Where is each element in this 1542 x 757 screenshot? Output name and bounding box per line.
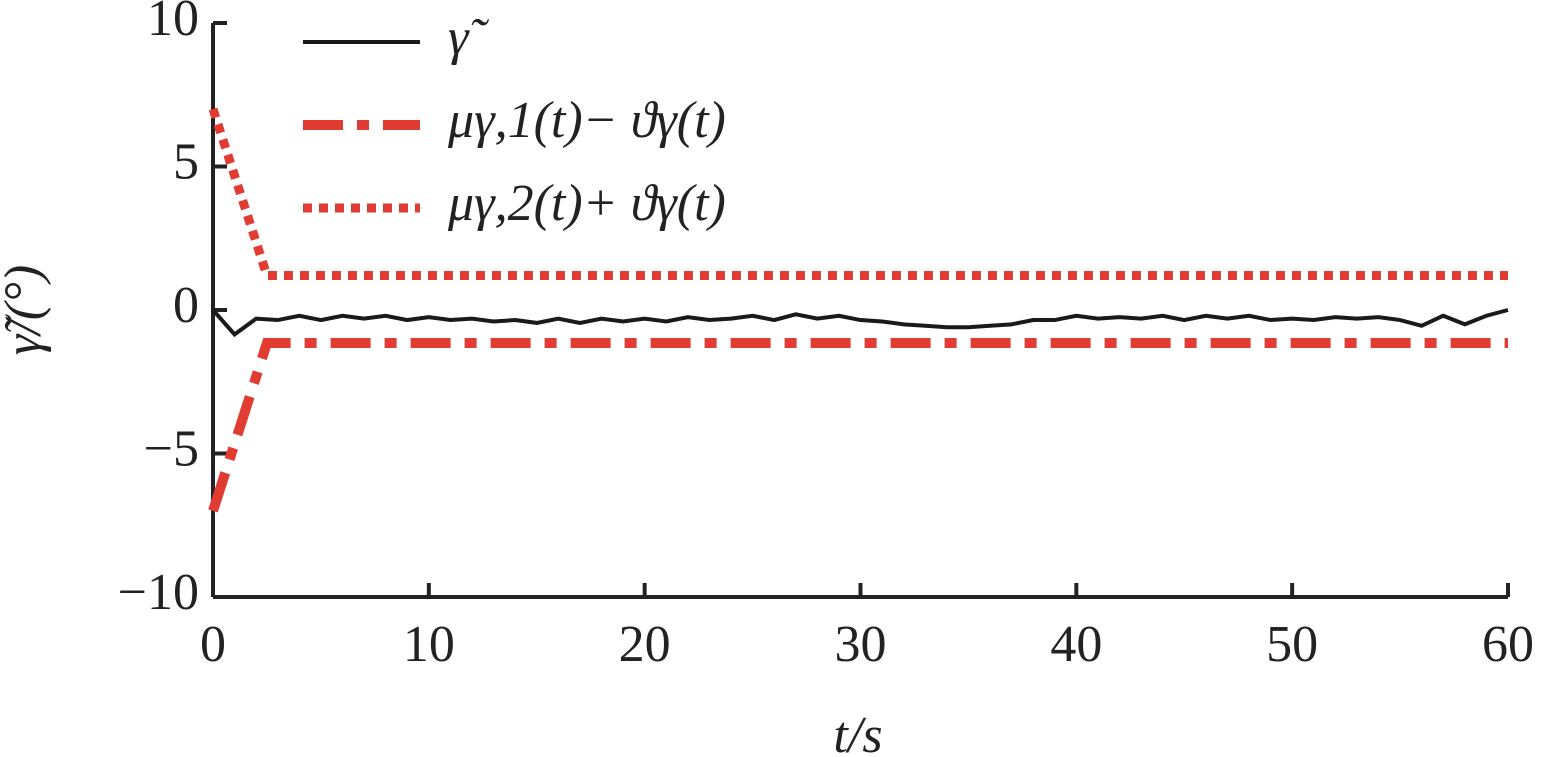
y-tick-label: 10 [147, 0, 199, 47]
x-tick-label: 50 [1266, 616, 1318, 673]
y-tick-label: −5 [144, 420, 199, 477]
y-tick-label: 0 [173, 277, 199, 334]
x-tick-label: 10 [403, 616, 455, 673]
x-tick-label: 0 [200, 616, 226, 673]
series-line [208, 107, 1508, 281]
x-tick-label: 30 [835, 616, 887, 673]
x-tick-label: 20 [619, 616, 671, 673]
y-axis-label: γ̃/(°) [0, 265, 52, 355]
legend-label: μγ,2(t)+ ϑγ(t) [447, 175, 726, 232]
legend-label: μγ,1(t)− ϑγ(t) [447, 92, 726, 149]
y-tick-label: 5 [173, 133, 199, 190]
y-tick-label: −10 [118, 564, 199, 621]
x-axis-label: t/s [833, 707, 882, 757]
x-tick-label: 40 [1050, 616, 1102, 673]
series-line [208, 338, 1508, 513]
x-tick-label: 60 [1482, 616, 1534, 673]
legend-label: γ̃ [448, 9, 489, 66]
series-line [211, 308, 1509, 338]
